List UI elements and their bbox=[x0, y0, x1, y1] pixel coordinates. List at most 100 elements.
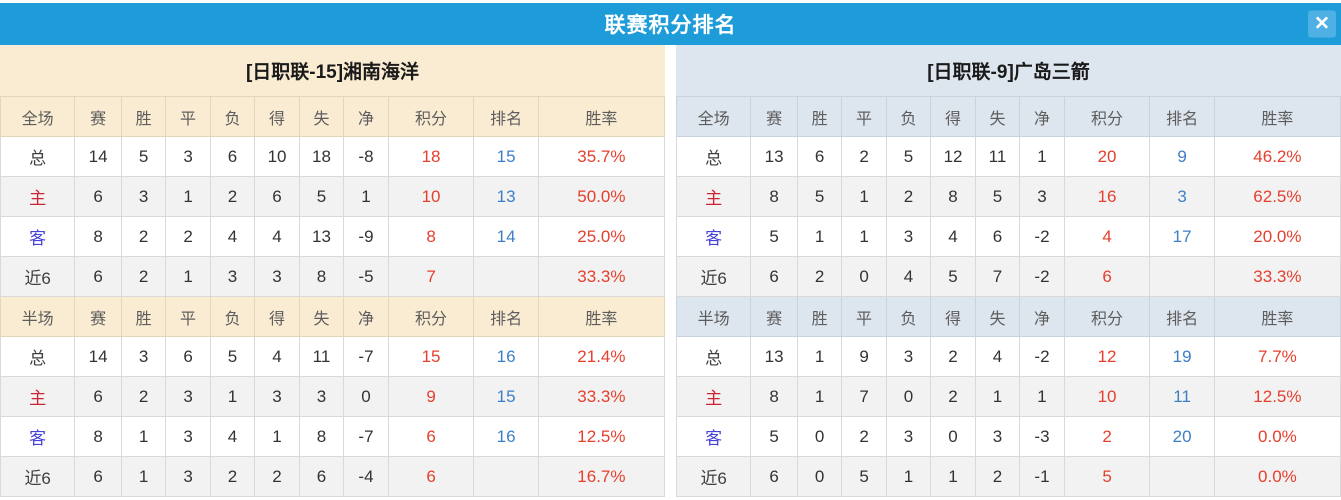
stat-cell: 2 bbox=[1063, 416, 1151, 457]
stat-cell: 1 bbox=[1019, 136, 1065, 177]
column-header: 得 bbox=[930, 96, 976, 137]
stat-cell: 25.0% bbox=[537, 216, 666, 257]
stat-cell: 3 bbox=[254, 376, 300, 417]
row-label: 总 bbox=[675, 136, 752, 177]
stat-cell: 2 bbox=[209, 456, 256, 497]
stat-cell: 0 bbox=[796, 416, 843, 457]
stat-cell: 0 bbox=[841, 256, 887, 297]
stat-cell: -8 bbox=[343, 136, 389, 177]
column-header: 平 bbox=[841, 296, 887, 337]
stat-cell: 5 bbox=[1063, 456, 1151, 497]
full-stats-row-home: 主 6 3 1 2 6 5 1 10 13 50.0% bbox=[0, 176, 666, 217]
stat-cell: 2 bbox=[120, 376, 167, 417]
stat-cell: 5 bbox=[974, 176, 1021, 217]
modal-titlebar: 联赛积分排名 ✕ bbox=[0, 3, 1341, 45]
half-stats-row-recent: 近6 6 0 5 1 1 2 -1 5 0.0% bbox=[675, 456, 1341, 497]
stat-cell: 5 bbox=[750, 216, 798, 257]
stat-cell: 8 bbox=[74, 216, 122, 257]
full-header-row: 全场赛胜平负得失净积分 排名 胜率 bbox=[675, 96, 1341, 137]
stat-cell: 33.3% bbox=[1213, 256, 1341, 297]
stat-cell: 8 bbox=[750, 176, 798, 217]
stat-cell: 1 bbox=[209, 376, 256, 417]
stat-cell: 8 bbox=[750, 376, 798, 417]
stat-cell: 13 bbox=[750, 136, 798, 177]
column-header: 平 bbox=[165, 96, 211, 137]
league-standings-modal: 联赛积分排名 ✕ [日职联-15]湘南海洋 全场赛胜平负得失净积分 排名 胜率总 14… bbox=[0, 3, 1341, 500]
stat-cell: 46.2% bbox=[1213, 136, 1341, 177]
column-header: 全场 bbox=[0, 96, 76, 137]
stat-cell: 6 bbox=[1063, 256, 1151, 297]
stat-cell: 5 bbox=[885, 136, 932, 177]
column-header: 负 bbox=[885, 296, 932, 337]
stat-cell: 20 bbox=[1063, 136, 1151, 177]
stat-cell: 3 bbox=[165, 136, 211, 177]
full-stats-row-away: 客 8 2 2 4 4 13 -9 8 14 25.0% bbox=[0, 216, 666, 257]
stat-cell: 4 bbox=[930, 216, 976, 257]
stat-cell: 1 bbox=[1019, 376, 1065, 417]
stat-cell: 5 bbox=[750, 416, 798, 457]
stat-cell: -5 bbox=[343, 256, 389, 297]
stat-cell: 7 bbox=[974, 256, 1021, 297]
stat-cell: 1 bbox=[165, 256, 211, 297]
row-label: 客 bbox=[675, 216, 752, 257]
stat-cell: 14 bbox=[473, 216, 539, 257]
column-header: 半场 bbox=[0, 296, 76, 337]
stat-cell: 3 bbox=[974, 416, 1021, 457]
stat-cell: 13 bbox=[750, 336, 798, 377]
column-header: 失 bbox=[298, 296, 345, 337]
column-header: 净 bbox=[343, 96, 389, 137]
column-header: 得 bbox=[254, 96, 300, 137]
column-header: 胜率 bbox=[1213, 96, 1341, 137]
column-header: 赛 bbox=[74, 96, 122, 137]
row-label: 客 bbox=[675, 416, 752, 457]
stat-cell: -2 bbox=[1019, 336, 1065, 377]
full-stats-row-total: 总 14 5 3 6 10 18 -8 18 15 35.7% bbox=[0, 136, 666, 177]
stat-cell: 6 bbox=[796, 136, 843, 177]
half-stats-row-home: 主 8 1 7 0 2 1 1 10 11 12.5% bbox=[675, 376, 1341, 417]
stat-cell: 6 bbox=[165, 336, 211, 377]
column-header: 排名 bbox=[1149, 296, 1215, 337]
stat-cell: 35.7% bbox=[537, 136, 666, 177]
half-stats-row-total: 总 14 3 6 5 4 11 -7 15 16 21.4% bbox=[0, 336, 666, 377]
stat-cell: 12 bbox=[1063, 336, 1151, 377]
full-stats-row-total: 总 13 6 2 5 12 11 1 20 9 46.2% bbox=[675, 136, 1341, 177]
stat-cell: -4 bbox=[343, 456, 389, 497]
home-team-title: [日职联-15]湘南海洋 bbox=[0, 45, 665, 96]
stat-cell: 5 bbox=[120, 136, 167, 177]
stat-cell: 5 bbox=[796, 176, 843, 217]
column-header: 赛 bbox=[750, 96, 798, 137]
row-label: 主 bbox=[0, 176, 76, 217]
stat-cell: 6 bbox=[254, 176, 300, 217]
stat-cell: 8 bbox=[74, 416, 122, 457]
stat-cell: 1 bbox=[885, 456, 932, 497]
stat-cell: 1 bbox=[841, 176, 887, 217]
column-header: 排名 bbox=[473, 96, 539, 137]
stat-cell: 6 bbox=[298, 456, 345, 497]
stat-cell: 19 bbox=[1149, 336, 1215, 377]
home-team-panel: [日职联-15]湘南海洋 全场赛胜平负得失净积分 排名 胜率总 14 5 3 6 10 18 -8… bbox=[0, 45, 666, 497]
stat-cell: 2 bbox=[209, 176, 256, 217]
away-team-title: [日职联-9]广岛三箭 bbox=[676, 45, 1341, 96]
full-header-row: 全场赛胜平负得失净积分 排名 胜率 bbox=[0, 96, 666, 137]
half-stats-row-total: 总 13 1 9 3 2 4 -2 12 19 7.7% bbox=[675, 336, 1341, 377]
row-label: 近6 bbox=[675, 256, 752, 297]
stat-cell: 1 bbox=[796, 336, 843, 377]
column-header: 平 bbox=[165, 296, 211, 337]
stat-cell: 5 bbox=[930, 256, 976, 297]
stat-cell: 4 bbox=[254, 216, 300, 257]
stat-cell: 1 bbox=[165, 176, 211, 217]
column-header: 得 bbox=[930, 296, 976, 337]
away-team-stats-table: 全场赛胜平负得失净积分 排名 胜率总 13 6 2 5 12 11 1 20 9 46.2% 主 8 5 1 2 8… bbox=[675, 96, 1341, 497]
close-button[interactable]: ✕ bbox=[1308, 10, 1336, 38]
stat-cell: 4 bbox=[885, 256, 932, 297]
column-header: 平 bbox=[841, 96, 887, 137]
row-label: 主 bbox=[675, 376, 752, 417]
stat-cell: 2 bbox=[796, 256, 843, 297]
column-header: 胜率 bbox=[1213, 296, 1341, 337]
stat-cell: 6 bbox=[209, 136, 256, 177]
column-header: 胜 bbox=[120, 96, 167, 137]
full-stats-row-away: 客 5 1 1 3 4 6 -2 4 17 20.0% bbox=[675, 216, 1341, 257]
stat-cell: 9 bbox=[1149, 136, 1215, 177]
stat-cell: 3 bbox=[298, 376, 345, 417]
column-header: 得 bbox=[254, 296, 300, 337]
